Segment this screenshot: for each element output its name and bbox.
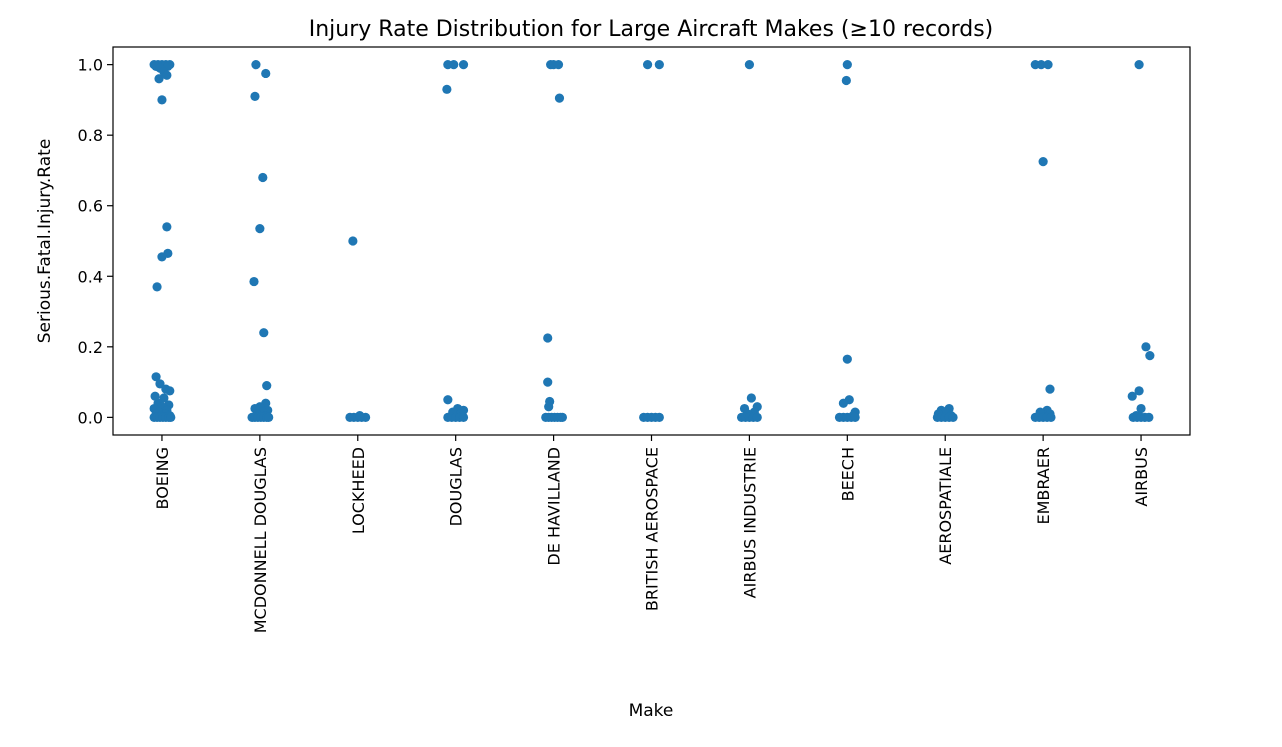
y-tick-label: 0.6 xyxy=(78,197,103,216)
data-point xyxy=(259,328,269,338)
data-point xyxy=(159,393,169,403)
data-point xyxy=(554,93,565,103)
data-point xyxy=(157,95,167,105)
data-point xyxy=(258,172,268,183)
data-point xyxy=(1141,342,1151,352)
data-points xyxy=(149,60,1155,422)
data-point xyxy=(543,333,553,343)
data-point xyxy=(553,60,564,70)
data-point xyxy=(543,377,553,387)
y-tick-label: 0.4 xyxy=(78,267,103,286)
data-point xyxy=(654,60,664,70)
data-point xyxy=(251,60,261,70)
data-point xyxy=(1144,412,1154,422)
data-point xyxy=(1038,157,1048,167)
data-point xyxy=(838,398,849,408)
data-point xyxy=(1045,384,1055,394)
data-point xyxy=(544,402,554,412)
data-point xyxy=(1036,60,1046,70)
data-point xyxy=(250,91,260,101)
data-point xyxy=(752,412,762,422)
data-point xyxy=(155,379,165,389)
data-point xyxy=(249,276,259,287)
data-point xyxy=(255,224,265,234)
data-point xyxy=(557,412,568,422)
y-tick-label: 0.8 xyxy=(78,126,103,145)
data-point xyxy=(157,252,167,262)
data-point xyxy=(165,386,175,396)
x-tick-label: DOUGLAS xyxy=(447,447,466,526)
data-point xyxy=(1043,60,1053,70)
y-tick-label: 0.2 xyxy=(78,338,103,357)
x-axis: BOEING MCDONNELL DOUGLAS LOCKHEED DOUGLAS DE… xyxy=(153,435,1151,633)
data-point xyxy=(162,70,172,80)
x-tick-label: BOEING xyxy=(153,447,172,509)
data-point xyxy=(948,412,958,422)
data-point xyxy=(449,60,459,70)
x-tick-label: BEECH xyxy=(838,447,857,501)
x-tick-label: LOCKHEED xyxy=(349,447,368,534)
data-point xyxy=(744,60,755,70)
data-point xyxy=(262,381,272,391)
data-point xyxy=(1145,351,1155,361)
data-point xyxy=(1127,391,1137,401)
data-point xyxy=(458,412,469,422)
x-tick-label: AEROSPATIALE xyxy=(936,447,955,565)
x-tick-label: DE HAVILLAND xyxy=(545,447,564,566)
data-point xyxy=(261,68,271,79)
y-tick-label: 0.0 xyxy=(78,408,103,427)
plot-frame xyxy=(112,46,1191,436)
x-axis-label: Make xyxy=(629,701,674,721)
y-axis: 0.0 0.2 0.4 0.6 0.8 1.0 xyxy=(78,56,113,427)
x-tick-label: MCDONNELL DOUGLAS xyxy=(251,447,270,633)
data-point xyxy=(850,412,860,422)
data-point xyxy=(1046,412,1056,422)
data-point xyxy=(152,282,162,292)
data-point xyxy=(746,393,756,403)
x-tick-label: AIRBUS INDUSTRIE xyxy=(740,447,759,598)
data-point xyxy=(162,222,172,232)
y-axis-label: Serious.Fatal.Injury.Rate xyxy=(35,139,55,344)
data-point xyxy=(166,412,176,422)
x-tick-label: EMBRAER xyxy=(1034,447,1053,525)
data-point xyxy=(443,395,453,405)
data-point xyxy=(348,236,358,246)
data-point xyxy=(355,411,365,421)
data-point xyxy=(1134,60,1144,70)
data-point xyxy=(842,354,852,364)
chart-title: Injury Rate Distribution for Large Aircr… xyxy=(309,17,994,42)
data-point xyxy=(642,60,653,70)
y-tick-label: 1.0 xyxy=(78,56,103,75)
data-point xyxy=(654,412,664,422)
data-point xyxy=(154,74,164,84)
data-point xyxy=(1134,386,1144,396)
data-point xyxy=(442,84,452,94)
data-point xyxy=(150,391,160,401)
x-tick-label: AIRBUS xyxy=(1132,447,1151,507)
data-point xyxy=(842,60,852,70)
data-point xyxy=(264,412,274,422)
data-point xyxy=(151,372,161,382)
data-point xyxy=(1136,403,1146,414)
data-point xyxy=(841,75,851,86)
x-tick-label: BRITISH AEROSPACE xyxy=(643,447,662,611)
data-point xyxy=(458,60,469,70)
